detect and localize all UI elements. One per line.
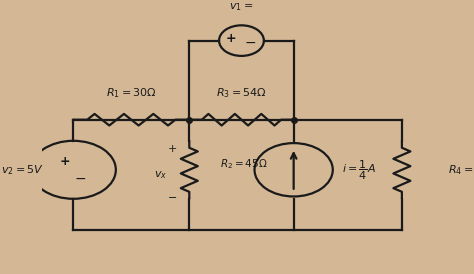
Text: $i = \dfrac{1}{4}A$: $i = \dfrac{1}{4}A$ [342, 158, 376, 182]
Text: $+$: $+$ [167, 143, 177, 154]
Text: $-$: $-$ [74, 171, 86, 185]
Text: $-$: $-$ [244, 35, 256, 49]
Text: +: + [60, 155, 70, 169]
Text: $R_2 = 45\Omega$: $R_2 = 45\Omega$ [220, 158, 268, 172]
Text: $R_3 = 54\Omega$: $R_3 = 54\Omega$ [216, 86, 267, 100]
Text: $R_1 = 30\Omega$: $R_1 = 30\Omega$ [106, 86, 157, 100]
Text: $v_2 = 5V$: $v_2 = 5V$ [1, 163, 45, 177]
Text: $v_1=$: $v_1=$ [229, 1, 254, 13]
Text: +: + [225, 32, 236, 45]
Text: $R_4=$: $R_4=$ [448, 163, 474, 177]
Text: $-$: $-$ [167, 191, 177, 201]
Text: $v_x$: $v_x$ [154, 169, 167, 181]
